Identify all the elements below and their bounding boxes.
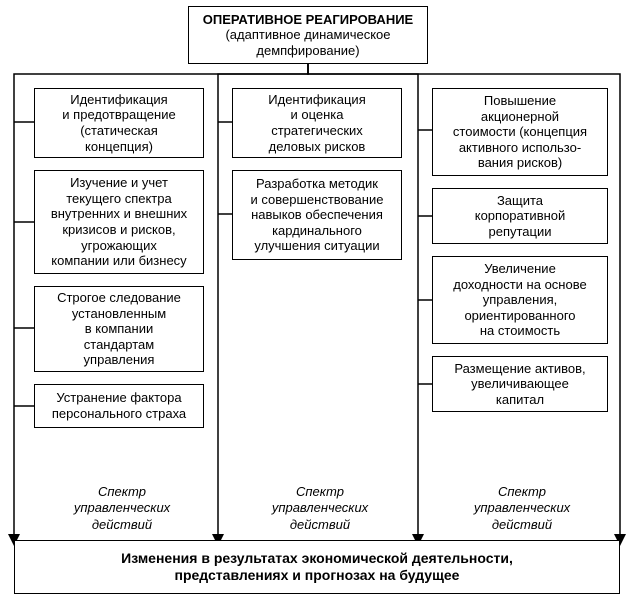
node-col1-2: Изучение и учеттекущего спектравнутренни…	[34, 170, 204, 274]
node-bottom: Изменения в результатах экономической де…	[14, 540, 620, 594]
node-top-title: ОПЕРАТИВНОЕ РЕАГИРОВАНИЕ	[203, 12, 413, 28]
node-col3-3: Увеличениедоходности на основеуправления…	[432, 256, 608, 344]
caption-col2: Спектруправленческихдействий	[250, 484, 390, 533]
node-col3-1: Повышениеакционернойстоимости (концепция…	[432, 88, 608, 176]
node-top-sub1: (адаптивное динамическое	[225, 27, 390, 43]
node-col3-4: Размещение активов,увеличивающеекапитал	[432, 356, 608, 412]
node-top: ОПЕРАТИВНОЕ РЕАГИРОВАНИЕ (адаптивное дин…	[188, 6, 428, 64]
node-col2-2: Разработка методики совершенствованиенав…	[232, 170, 402, 260]
node-col1-3: Строгое следованиеустановленнымв компани…	[34, 286, 204, 372]
node-col1-1: Идентификацияи предотвращение(статическа…	[34, 88, 204, 158]
node-col1-4: Устранение фактораперсонального страха	[34, 384, 204, 428]
node-top-sub2: демпфирование)	[256, 43, 359, 59]
node-col2-1: Идентификацияи оценкастратегическихделов…	[232, 88, 402, 158]
node-col3-2: Защитакорпоративнойрепутации	[432, 188, 608, 244]
diagram-canvas: ОПЕРАТИВНОЕ РЕАГИРОВАНИЕ (адаптивное дин…	[0, 0, 635, 609]
caption-col1: Спектруправленческихдействий	[52, 484, 192, 533]
caption-col3: Спектруправленческихдействий	[452, 484, 592, 533]
